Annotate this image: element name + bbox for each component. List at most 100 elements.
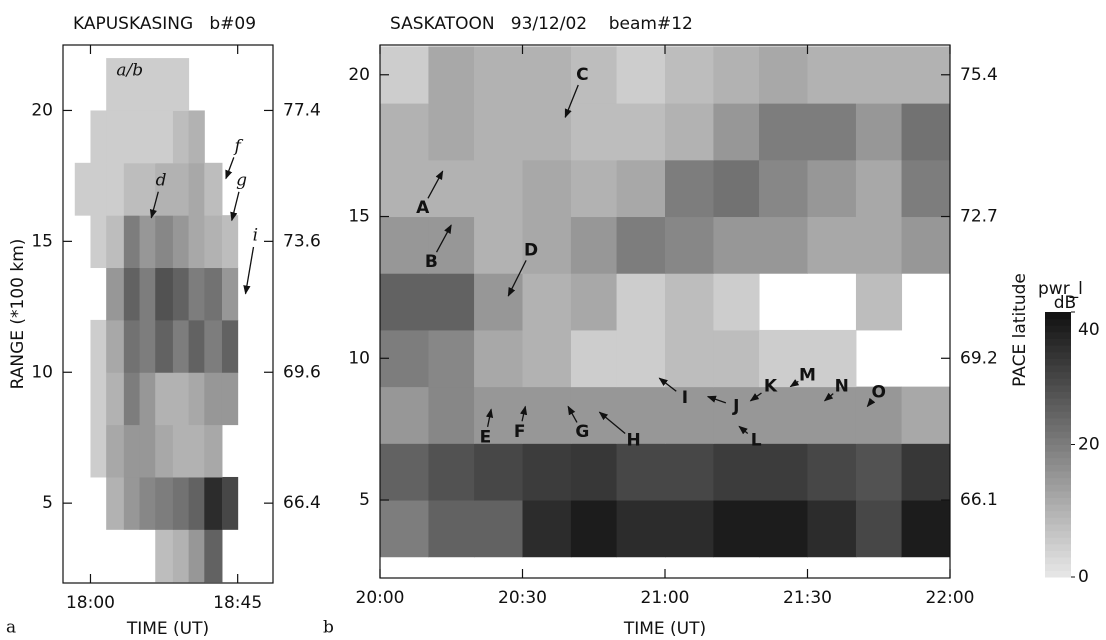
heat-cell (855, 443, 903, 501)
heat-cell (474, 443, 523, 501)
annotation: G (575, 422, 589, 442)
heat-cell (855, 500, 903, 558)
heat-cell (221, 319, 239, 373)
heat-cell (139, 476, 156, 530)
annotation: F (514, 422, 526, 442)
annotation: i (253, 226, 258, 246)
annotation-arrow (567, 405, 578, 423)
heat-cell (759, 500, 808, 558)
heat-cell (139, 162, 156, 216)
heat-cell (855, 216, 903, 274)
heat-cell (221, 215, 239, 269)
heat-cell (428, 46, 475, 104)
heat-cell (188, 267, 205, 321)
heat-cell (570, 46, 618, 104)
annotation: C (576, 65, 588, 85)
heat-cell (155, 372, 174, 426)
annotation-arrow (435, 224, 452, 253)
x-tick-label: 20:00 (356, 588, 405, 608)
colorbar-step (1045, 437, 1071, 445)
heat-cell (759, 46, 808, 104)
y2-axis-label: PACE latitude (1010, 273, 1030, 387)
colorbar-step (1045, 557, 1071, 565)
heat-cell (188, 476, 205, 530)
heat-cell (380, 273, 429, 331)
heat-cell (204, 267, 223, 321)
x-tick-label: 18:45 (213, 593, 262, 613)
colorbar-step (1045, 464, 1071, 472)
colorbar-step (1045, 345, 1071, 353)
heat-cell (570, 216, 618, 274)
annotation: A (416, 198, 430, 218)
heat-cell (807, 329, 857, 388)
heat-cell (90, 319, 107, 373)
heat-cell (522, 273, 572, 331)
heat-cell (90, 162, 107, 216)
annotation: g (236, 171, 247, 191)
chart-title: SASKATOON 93/12/02 beam#12 (390, 14, 693, 34)
annotation: H (627, 430, 641, 450)
colorbar-step (1045, 490, 1071, 498)
heatmap (74, 58, 239, 583)
annotation-arrow (823, 392, 834, 402)
heat-cell (139, 372, 156, 426)
y2-tick-label: 69.6 (283, 362, 321, 382)
heat-cell (713, 500, 760, 558)
colorbar-step (1045, 550, 1071, 558)
heat-cell (188, 372, 205, 426)
heat-cell (74, 162, 91, 216)
heat-cell (172, 162, 190, 216)
y2-tick-label: 69.2 (960, 348, 998, 368)
y2-tick-label: 73.6 (283, 231, 321, 251)
heat-cell (522, 500, 572, 558)
y2-tick-label: 72.7 (960, 207, 998, 227)
colorbar-step (1045, 318, 1071, 326)
heat-cell (188, 319, 205, 373)
heat-cell (855, 103, 903, 161)
heat-cell (123, 476, 141, 530)
heat-cell (665, 329, 714, 388)
x-tick-label: 22:00 (926, 588, 975, 608)
colorbar-step (1045, 517, 1071, 525)
heat-cell (665, 46, 714, 104)
heat-cell (474, 103, 523, 161)
heat-cell (901, 500, 950, 558)
heat-cell (380, 443, 429, 501)
colorbar-tick-label: 20 (1078, 435, 1100, 455)
colorbar-step (1045, 338, 1071, 346)
heat-cell (665, 443, 714, 501)
annotation-arrow (738, 425, 749, 435)
heat-cell (155, 110, 174, 164)
heat-cell (616, 273, 666, 331)
y-tick-label: 15 (31, 231, 53, 251)
heat-cell (665, 103, 714, 161)
annotation: D (524, 241, 538, 261)
annotation-arrow (598, 411, 626, 434)
panel-label: a (6, 618, 16, 638)
annotation: N (835, 377, 849, 397)
colorbar-step (1045, 477, 1071, 485)
heat-cell (123, 110, 141, 164)
heat-cell (172, 476, 190, 530)
colorbar-tick-label: 40 (1078, 320, 1100, 340)
y-tick-label: 5 (359, 490, 370, 510)
heat-cell (570, 443, 618, 501)
colorbar-step (1045, 497, 1071, 505)
heat-cell (106, 162, 125, 216)
annotation-arrow (789, 379, 800, 388)
colorbar-step (1045, 358, 1071, 366)
heat-cell (428, 386, 475, 444)
heat-cell (616, 329, 666, 388)
y-tick-label: 15 (348, 207, 370, 227)
annotation: K (764, 377, 778, 397)
annotation-arrow (749, 392, 762, 402)
heat-cell (106, 372, 125, 426)
annotation-arrow (706, 395, 727, 404)
heat-cell (665, 273, 714, 331)
heat-cell (474, 329, 523, 388)
heat-cell (428, 500, 475, 558)
heat-cell (139, 319, 156, 373)
heat-cell (807, 103, 857, 161)
plot-frame (62, 44, 274, 584)
